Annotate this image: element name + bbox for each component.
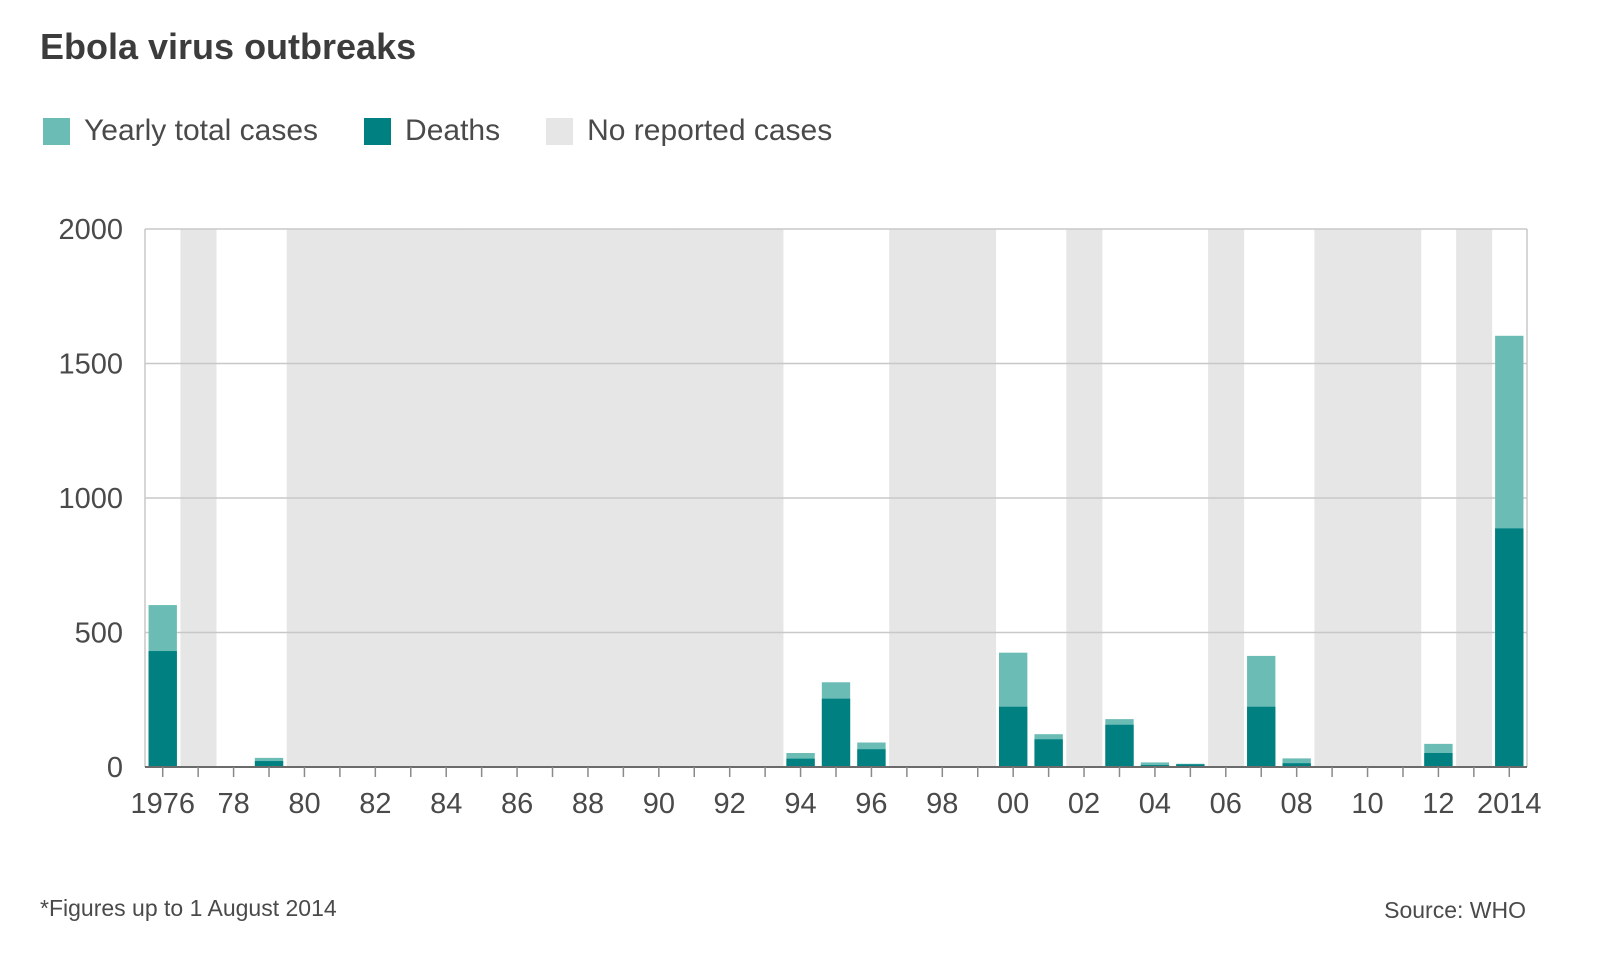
x-tick-label-1990: 90 — [643, 788, 675, 820]
chart-title: Ebola virus outbreaks — [40, 26, 417, 67]
x-tick-label-2000: 00 — [997, 788, 1029, 820]
bar-deaths-2008 — [1282, 763, 1311, 767]
x-tick-label-1996: 96 — [855, 788, 887, 820]
x-tick-label-1986: 86 — [501, 788, 533, 820]
bar-deaths-1996 — [857, 749, 886, 767]
legend-label-deaths: Deaths — [405, 114, 501, 147]
x-tick-label-2008: 08 — [1281, 788, 1313, 820]
legend-swatch-cases — [43, 117, 70, 145]
x-tick-label-1998: 98 — [926, 788, 958, 820]
bar-deaths-2003 — [1105, 724, 1134, 767]
x-tick-label-1982: 82 — [359, 788, 391, 820]
bar-deaths-2007 — [1247, 706, 1276, 767]
source-note: Source: WHO — [1384, 897, 1526, 923]
bar-cases-2004 — [1140, 762, 1170, 767]
y-tick-label-2000: 2000 — [58, 214, 123, 246]
x-tick-label-1980: 80 — [288, 788, 320, 820]
x-tick-label-2010: 10 — [1351, 788, 1383, 820]
bar-deaths-1976 — [148, 651, 177, 767]
x-tick-label-2014: 2014 — [1477, 788, 1542, 820]
x-tick-label-1976: 1976 — [130, 788, 195, 820]
bar-deaths-2005 — [1176, 764, 1205, 767]
x-tick-label-2004: 04 — [1139, 788, 1171, 820]
bar-deaths-1994 — [786, 758, 815, 767]
x-tick-label-1992: 92 — [714, 788, 746, 820]
x-tick-label-2006: 06 — [1210, 788, 1242, 820]
y-tick-label-1000: 1000 — [58, 483, 123, 515]
x-tick-label-2012: 12 — [1422, 788, 1454, 820]
bar-cases-2008 — [1282, 758, 1311, 767]
x-tick-label-1984: 84 — [430, 788, 462, 820]
x-tick-label-1978: 78 — [217, 788, 249, 820]
legend-swatch-no-reported — [546, 117, 574, 145]
bar-deaths-1979 — [254, 761, 284, 767]
y-tick-label-0: 0 — [107, 752, 123, 784]
legend-item-no-reported: No reported cases — [546, 114, 832, 148]
bar-deaths-2000 — [999, 706, 1028, 767]
x-tick-label-1988: 88 — [572, 788, 604, 820]
legend-label-cases: Yearly total cases — [84, 114, 319, 147]
bar-deaths-2014 — [1495, 528, 1524, 767]
x-tick-label-1994: 94 — [784, 788, 816, 820]
bar-deaths-1995 — [821, 698, 851, 767]
legend-item-cases: Yearly total cases — [43, 114, 318, 148]
legend-swatch-deaths — [364, 117, 392, 145]
x-tick-label-2002: 02 — [1068, 788, 1100, 820]
bar-deaths-2012 — [1424, 753, 1453, 767]
y-tick-label-500: 500 — [75, 618, 123, 650]
legend: Yearly total cases Deaths No reported ca… — [43, 114, 878, 148]
legend-label-no-reported: No reported cases — [587, 114, 833, 147]
bar-deaths-2001 — [1034, 739, 1063, 767]
legend-item-deaths: Deaths — [364, 114, 500, 148]
footnote: *Figures up to 1 August 2014 — [40, 895, 337, 921]
y-tick-label-1500: 1500 — [58, 349, 123, 381]
